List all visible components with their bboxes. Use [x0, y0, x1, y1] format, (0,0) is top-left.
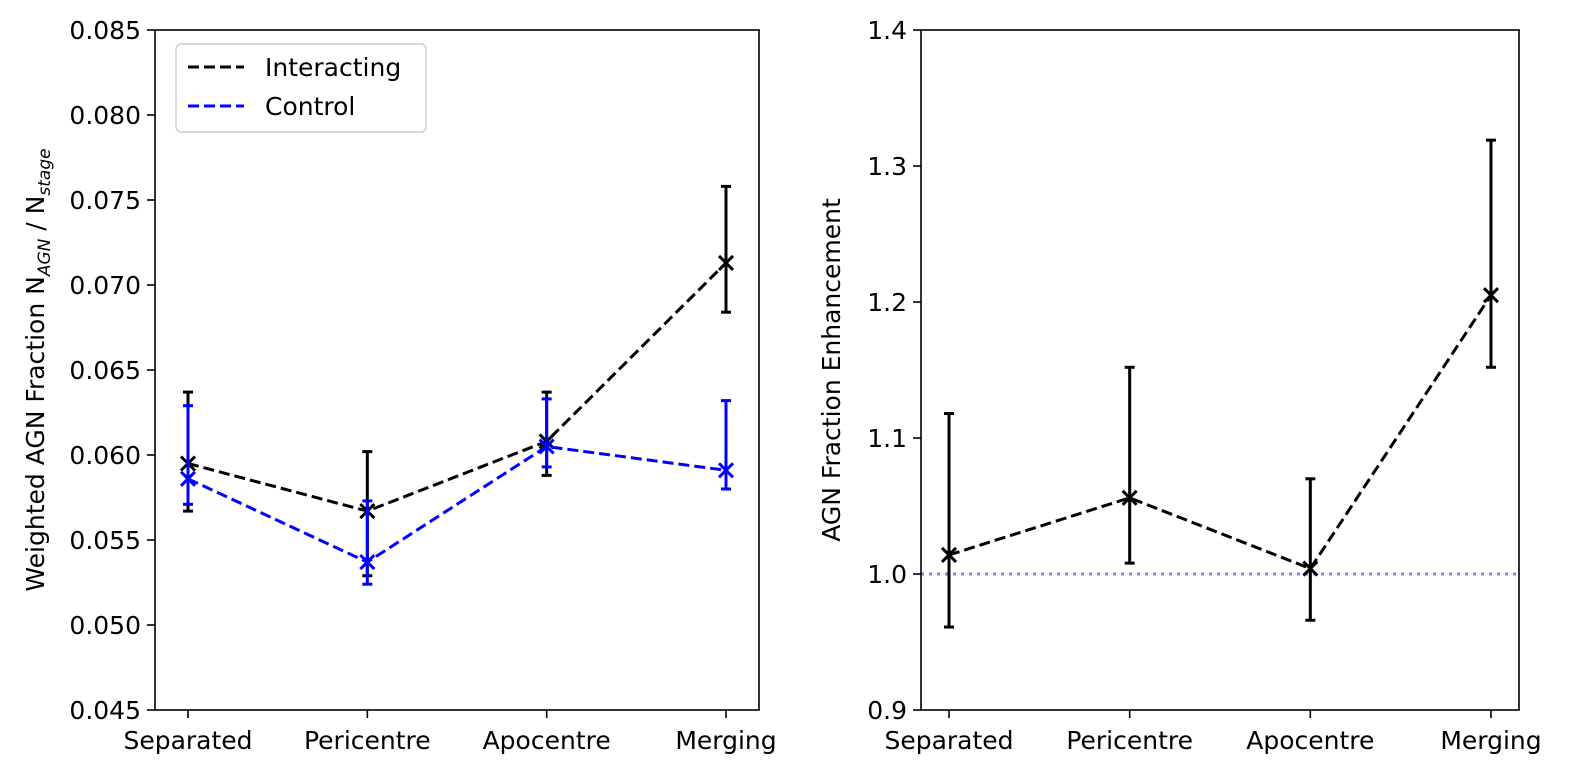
right-y-tick-label: 1.3	[867, 152, 907, 181]
legend: Interacting Control	[175, 43, 427, 133]
enhancement-error-bar	[944, 412, 954, 629]
right-y-tick-label: 1.0	[867, 560, 907, 589]
left-y-axis-label: Weighted AGN Fraction NAGN / Nstage	[21, 148, 55, 591]
interacting-point	[717, 254, 735, 271]
enhancement-error-bar	[1305, 477, 1316, 622]
legend-control-label: Control	[265, 92, 355, 121]
right-x-tick-label: Separated	[884, 726, 1013, 755]
interacting-line	[187, 261, 728, 513]
control-point	[717, 462, 735, 479]
control-error-bar	[362, 499, 373, 586]
right-x-tick-label: Apocentre	[1246, 726, 1374, 755]
control-error-bar	[541, 397, 552, 469]
left-y-label-sep: / N	[21, 196, 50, 239]
right-y-tick-label: 1.2	[867, 288, 907, 317]
right-x-tick-label: Merging	[1440, 726, 1541, 755]
right-y-tick-label: 1.4	[867, 16, 907, 45]
left-y-tick-label: 0.065	[69, 356, 141, 385]
interacting-error-bar	[721, 184, 731, 314]
left-x-tick-label: Separated	[123, 726, 252, 755]
left-y-tick-label: 0.080	[69, 101, 141, 130]
left-y-tick-label: 0.060	[69, 441, 141, 470]
enhancement-point	[1302, 560, 1319, 577]
right-axes-frame	[920, 29, 1520, 711]
left-y-label-sub1: AGN	[35, 238, 55, 277]
enhancement-error-bar	[1124, 365, 1135, 565]
left-panel: Separated Pericentre Apocentre Merging 0.045…	[21, 16, 777, 755]
left-y-tick-label: 0.055	[69, 526, 141, 555]
left-x-tick-label: Pericentre	[304, 726, 431, 755]
control-error-bar	[721, 399, 731, 491]
left-y-label-main: Weighted AGN Fraction N	[21, 276, 50, 591]
left-plot-area	[179, 184, 735, 586]
enhancement-point	[940, 546, 958, 564]
control-point	[538, 438, 555, 455]
right-x-tick-label: Pericentre	[1066, 726, 1193, 755]
left-y-tick-label: 0.070	[69, 271, 141, 300]
right-plot-area	[940, 138, 1500, 629]
left-x-tick-label: Merging	[675, 726, 776, 755]
legend-interacting-label: Interacting	[265, 53, 401, 82]
right-y-tick-label: 1.1	[867, 424, 907, 453]
enhancement-line	[948, 294, 1493, 571]
control-point	[179, 470, 197, 487]
right-panel: Separated Pericentre Apocentre Merging 0.9 1.…	[817, 16, 1542, 755]
enhancement-point	[1482, 287, 1500, 304]
left-y-label-sub2: stage	[35, 148, 55, 195]
left-x-tick-label: Apocentre	[483, 726, 611, 755]
series-control	[179, 397, 735, 586]
series-interacting	[179, 184, 735, 578]
right-y-tick-label: 0.9	[867, 696, 907, 725]
series-enhancement	[940, 138, 1500, 629]
enhancement-error-bar	[1486, 138, 1496, 369]
enhancement-point	[1121, 489, 1138, 506]
control-point	[359, 554, 376, 571]
left-y-tick-label: 0.085	[69, 16, 141, 45]
left-y-tick-label: 0.045	[69, 696, 141, 725]
control-error-bar	[183, 404, 193, 506]
control-line	[187, 444, 727, 564]
right-y-axis-label: AGN Fraction Enhancement	[817, 198, 846, 542]
left-y-tick-label: 0.050	[69, 611, 141, 640]
left-y-tick-label: 0.075	[69, 186, 141, 215]
